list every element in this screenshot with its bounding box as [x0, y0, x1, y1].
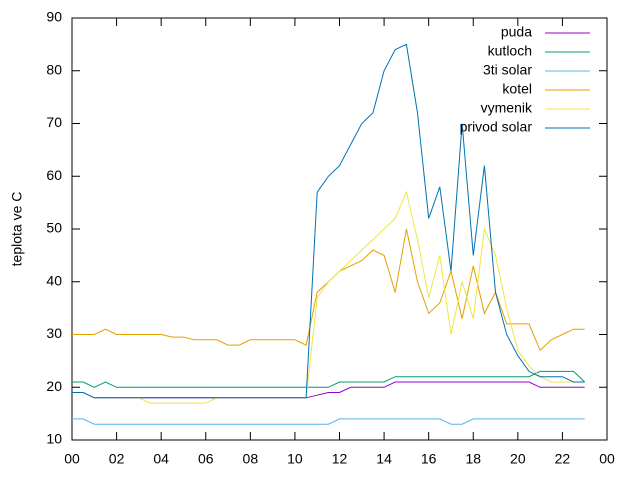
legend-label: kotel — [502, 81, 532, 97]
y-axis-label: teplota ve C — [9, 192, 25, 267]
x-tick-label: 14 — [376, 451, 392, 467]
y-tick-label: 70 — [46, 114, 62, 130]
x-tick-label: 02 — [109, 451, 125, 467]
legend-label: kutloch — [488, 43, 532, 59]
x-tick-label: 08 — [243, 451, 259, 467]
y-tick-label: 30 — [46, 325, 62, 341]
series-line — [72, 370, 586, 388]
x-tick-label: 00 — [599, 451, 615, 467]
y-tick-label: 60 — [46, 167, 62, 183]
x-tick-label: 12 — [332, 451, 348, 467]
legend-label: privod solar — [460, 119, 533, 135]
plot-border — [71, 17, 608, 441]
y-tick-label: 10 — [46, 431, 62, 447]
y-tick-label: 40 — [46, 272, 62, 288]
series-line — [72, 43, 585, 399]
x-tick-label: 20 — [510, 451, 526, 467]
y-tick-label: 90 — [46, 9, 62, 25]
x-tick-label: 22 — [555, 451, 571, 467]
legend-label: vymenik — [481, 100, 533, 116]
y-tick-label: 80 — [46, 61, 62, 77]
y-tick-label: 50 — [46, 220, 62, 236]
series-line — [72, 381, 585, 399]
legend-label: puda — [501, 24, 532, 40]
x-tick-label: 18 — [465, 451, 481, 467]
legend-label: 3ti solar — [483, 62, 532, 78]
series-line — [72, 228, 585, 352]
x-tick-label: 16 — [421, 451, 437, 467]
x-tick-label: 00 — [64, 451, 80, 467]
x-tick-label: 10 — [287, 451, 303, 467]
x-tick-label: 06 — [198, 451, 214, 467]
x-tick-label: 04 — [153, 451, 169, 467]
y-tick-label: 20 — [46, 378, 62, 394]
series-line — [72, 190, 585, 404]
series-line — [72, 418, 585, 425]
